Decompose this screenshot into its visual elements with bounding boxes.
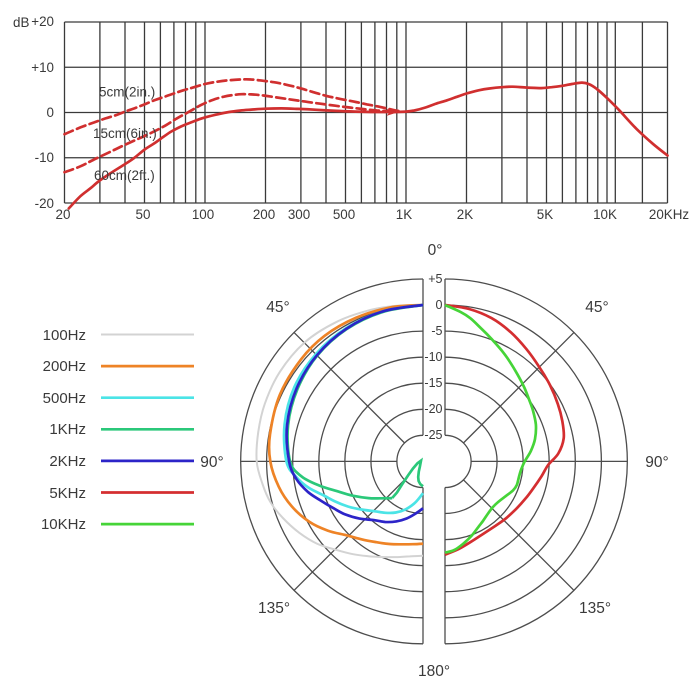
svg-text:100Hz: 100Hz xyxy=(43,327,86,344)
svg-text:135°: 135° xyxy=(579,600,611,617)
svg-text:2K: 2K xyxy=(457,207,473,222)
svg-text:-20: -20 xyxy=(35,196,54,211)
svg-text:90°: 90° xyxy=(200,454,223,471)
svg-text:0: 0 xyxy=(436,298,443,312)
svg-text:10KHz: 10KHz xyxy=(41,516,86,533)
svg-text:-10: -10 xyxy=(424,350,442,364)
svg-text:60cm(2ft.): 60cm(2ft.) xyxy=(94,168,155,183)
svg-text:15cm(6in.): 15cm(6in.) xyxy=(93,126,157,141)
svg-text:20: 20 xyxy=(56,207,71,222)
svg-text:45°: 45° xyxy=(266,299,289,316)
svg-text:100: 100 xyxy=(192,207,214,222)
svg-text:50: 50 xyxy=(136,207,151,222)
svg-text:200: 200 xyxy=(253,207,275,222)
svg-text:500: 500 xyxy=(333,207,355,222)
svg-text:200Hz: 200Hz xyxy=(43,358,86,375)
svg-text:-25: -25 xyxy=(424,428,442,442)
svg-text:+10: +10 xyxy=(31,60,54,75)
svg-text:135°: 135° xyxy=(258,600,290,617)
svg-text:-20: -20 xyxy=(424,402,442,416)
svg-text:10K: 10K xyxy=(593,207,617,222)
svg-text:45°: 45° xyxy=(585,299,608,316)
svg-text:-5: -5 xyxy=(431,324,442,338)
svg-text:+5: +5 xyxy=(428,272,442,286)
svg-text:dB: dB xyxy=(13,15,29,30)
svg-text:5cm(2in.): 5cm(2in.) xyxy=(99,85,155,100)
svg-text:0°: 0° xyxy=(428,242,443,259)
svg-text:500Hz: 500Hz xyxy=(43,390,86,407)
svg-text:-15: -15 xyxy=(424,376,442,390)
svg-text:20KHz: 20KHz xyxy=(649,207,689,222)
svg-text:90°: 90° xyxy=(645,454,668,471)
svg-text:300: 300 xyxy=(288,207,310,222)
svg-text:180°: 180° xyxy=(418,663,450,680)
svg-text:+20: +20 xyxy=(31,14,54,29)
svg-text:0: 0 xyxy=(47,105,54,120)
svg-text:1KHz: 1KHz xyxy=(49,421,86,438)
svg-text:5K: 5K xyxy=(537,207,553,222)
svg-text:1K: 1K xyxy=(396,207,412,222)
svg-text:-10: -10 xyxy=(35,150,54,165)
svg-text:5KHz: 5KHz xyxy=(49,485,86,502)
svg-text:2KHz: 2KHz xyxy=(49,453,86,470)
